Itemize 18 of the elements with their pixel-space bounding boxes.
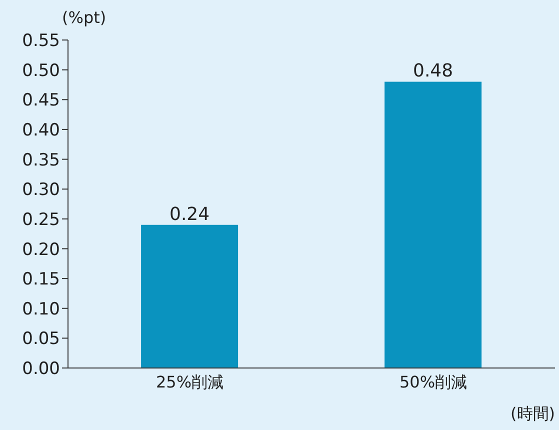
y-tick-label: 0.50 <box>22 60 60 81</box>
x-axis-title: (時間) <box>510 404 555 425</box>
y-tick-label: 0.15 <box>22 270 60 290</box>
y-tick-label: 0.55 <box>22 31 60 52</box>
data-label: 0.24 <box>170 204 210 225</box>
x-tick-label: 25%削減 <box>156 372 224 392</box>
y-tick-label: 0.10 <box>22 299 60 320</box>
y-tick-label: 0.25 <box>22 210 60 230</box>
data-label: 0.48 <box>413 60 454 82</box>
y-tick-label: 0.20 <box>22 240 60 260</box>
y-tick-label: 0.00 <box>22 359 60 380</box>
y-tick-label: 0.05 <box>22 329 60 350</box>
y-tick-label: 0.30 <box>22 180 60 200</box>
x-tick-label: 50%削減 <box>399 372 468 392</box>
y-axis-title: (%pt) <box>62 8 106 27</box>
y-tick-label: 0.40 <box>22 120 60 140</box>
y-tick-label: 0.45 <box>22 90 60 111</box>
y-tick-label: 0.35 <box>22 150 60 170</box>
